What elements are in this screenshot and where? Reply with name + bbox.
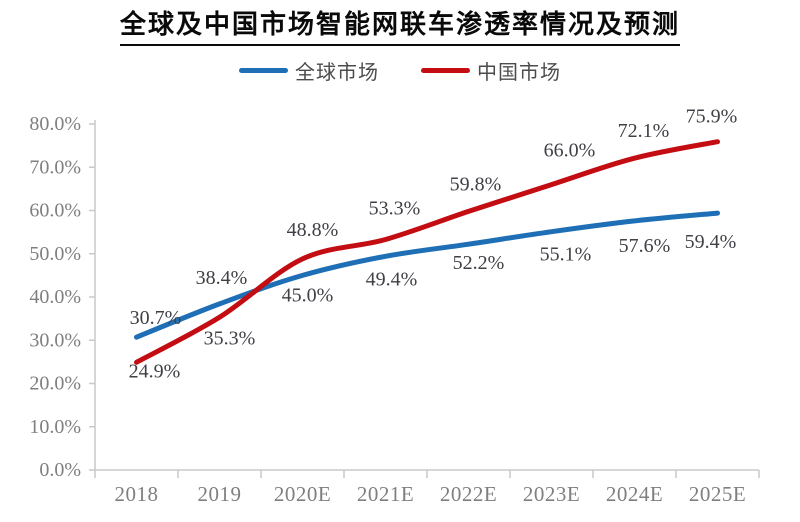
x-axis-category-label: 2018	[115, 482, 159, 506]
series-line-china-market	[134, 139, 720, 365]
legend-line-swatch-icon	[421, 68, 470, 73]
chart-title-text: 全球及中国市场智能网联车渗透率情况及预测	[119, 4, 680, 46]
legend-label-global-market: 全球市场	[295, 62, 379, 84]
data-point-label: 52.2%	[453, 252, 505, 274]
y-axis-tick-label: 10.0%	[29, 416, 81, 438]
y-axis-tick-label: 50.0%	[29, 243, 81, 265]
y-axis-tick-label: 70.0%	[29, 156, 81, 178]
y-axis-tick-label: 0.0%	[39, 459, 81, 481]
data-point-label: 66.0%	[544, 140, 596, 162]
data-point-label: 38.4%	[196, 267, 248, 289]
x-axis-category-label: 2025E	[689, 482, 746, 506]
legend-item-china-market: 中国市场	[421, 56, 561, 85]
legend-item-global-market: 全球市场	[239, 56, 379, 85]
data-point-label: 57.6%	[619, 235, 671, 257]
x-axis-category-label: 2024E	[606, 482, 663, 506]
data-point-label: 48.8%	[287, 219, 339, 241]
x-axis-category-label: 2021E	[357, 482, 414, 506]
data-point-label: 53.3%	[369, 198, 421, 220]
data-point-label: 35.3%	[204, 327, 256, 349]
data-point-label: 30.7%	[130, 307, 182, 329]
y-axis-tick-label: 20.0%	[29, 373, 81, 395]
x-axis-category-label: 2022E	[440, 482, 497, 506]
x-axis-category-label: 2023E	[523, 482, 580, 506]
y-axis-tick-label: 80.0%	[29, 113, 81, 135]
data-point-label: 72.1%	[618, 120, 670, 142]
y-axis-tick-label: 40.0%	[29, 286, 81, 308]
data-point-label: 59.4%	[685, 231, 737, 253]
data-point-label: 49.4%	[366, 268, 418, 290]
data-point-label: 55.1%	[540, 244, 592, 266]
data-point-label: 24.9%	[129, 360, 181, 382]
legend-label-china-market: 中国市场	[477, 62, 561, 84]
x-axis-category-label: 2020E	[274, 482, 331, 506]
y-axis-tick-label: 60.0%	[29, 200, 81, 222]
legend-line-swatch-icon	[239, 68, 288, 73]
series-line-global-market	[134, 210, 720, 340]
chart-legend: 全球市场 中国市场	[0, 56, 800, 85]
x-axis-category-label: 2019	[198, 482, 242, 506]
y-axis-tick-label: 30.0%	[29, 329, 81, 351]
data-point-label: 75.9%	[686, 106, 738, 128]
chart-title: 全球及中国市场智能网联车渗透率情况及预测	[0, 4, 800, 46]
data-point-label: 45.0%	[282, 284, 334, 306]
data-point-label: 59.8%	[450, 173, 502, 195]
